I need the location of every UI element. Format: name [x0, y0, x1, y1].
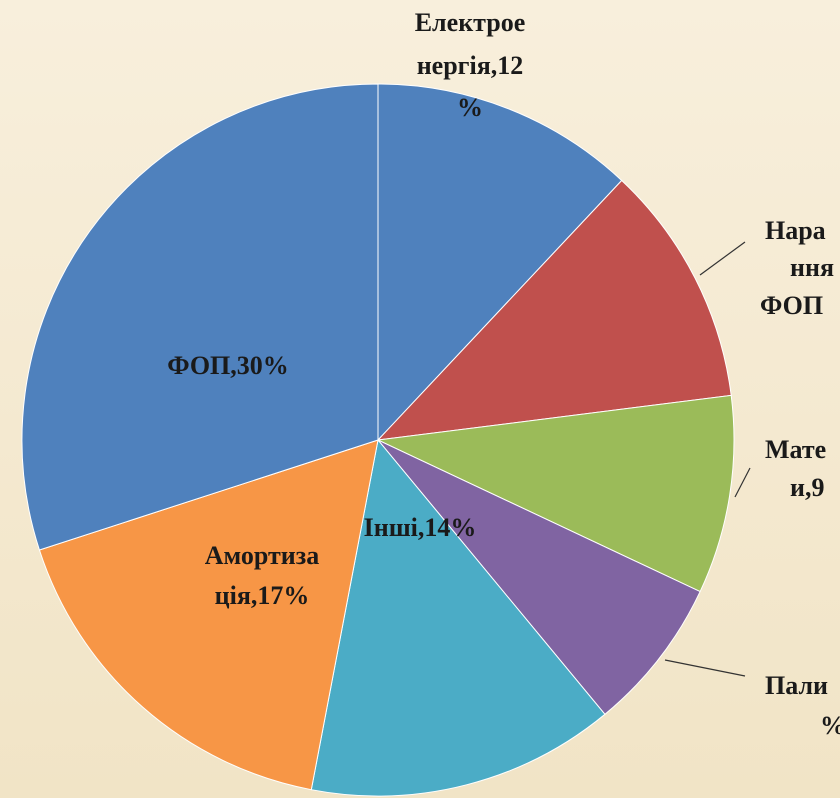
pie-slice [377, 83, 623, 442]
slice-label: Інші,14% [364, 513, 477, 542]
pie-slice [38, 439, 379, 791]
slice-label: Електрое [415, 8, 526, 37]
slice-label: Пали [765, 671, 828, 700]
slice-label: % [820, 711, 840, 740]
pie-slice [376, 179, 732, 441]
slice-label: ція,17% [215, 581, 310, 610]
pie-slice [310, 438, 606, 797]
slice-label: Амортиза [205, 541, 319, 570]
slice-label: ння [790, 253, 834, 282]
pie-slice [377, 439, 701, 716]
leader-line [734, 467, 751, 498]
slice-label: нергія,12 [417, 51, 524, 80]
slice-label: Нара [765, 216, 826, 245]
pie-slice [21, 83, 379, 551]
slice-label: ФОП [760, 291, 823, 320]
slice-label: и,9 [790, 473, 824, 502]
slice-label: ФОП,30% [167, 351, 289, 380]
leader-line [699, 241, 746, 276]
slice-label: Мате [765, 435, 826, 464]
pie-slice [376, 394, 735, 593]
slice-label: % [457, 93, 483, 122]
leader-line [664, 659, 746, 677]
